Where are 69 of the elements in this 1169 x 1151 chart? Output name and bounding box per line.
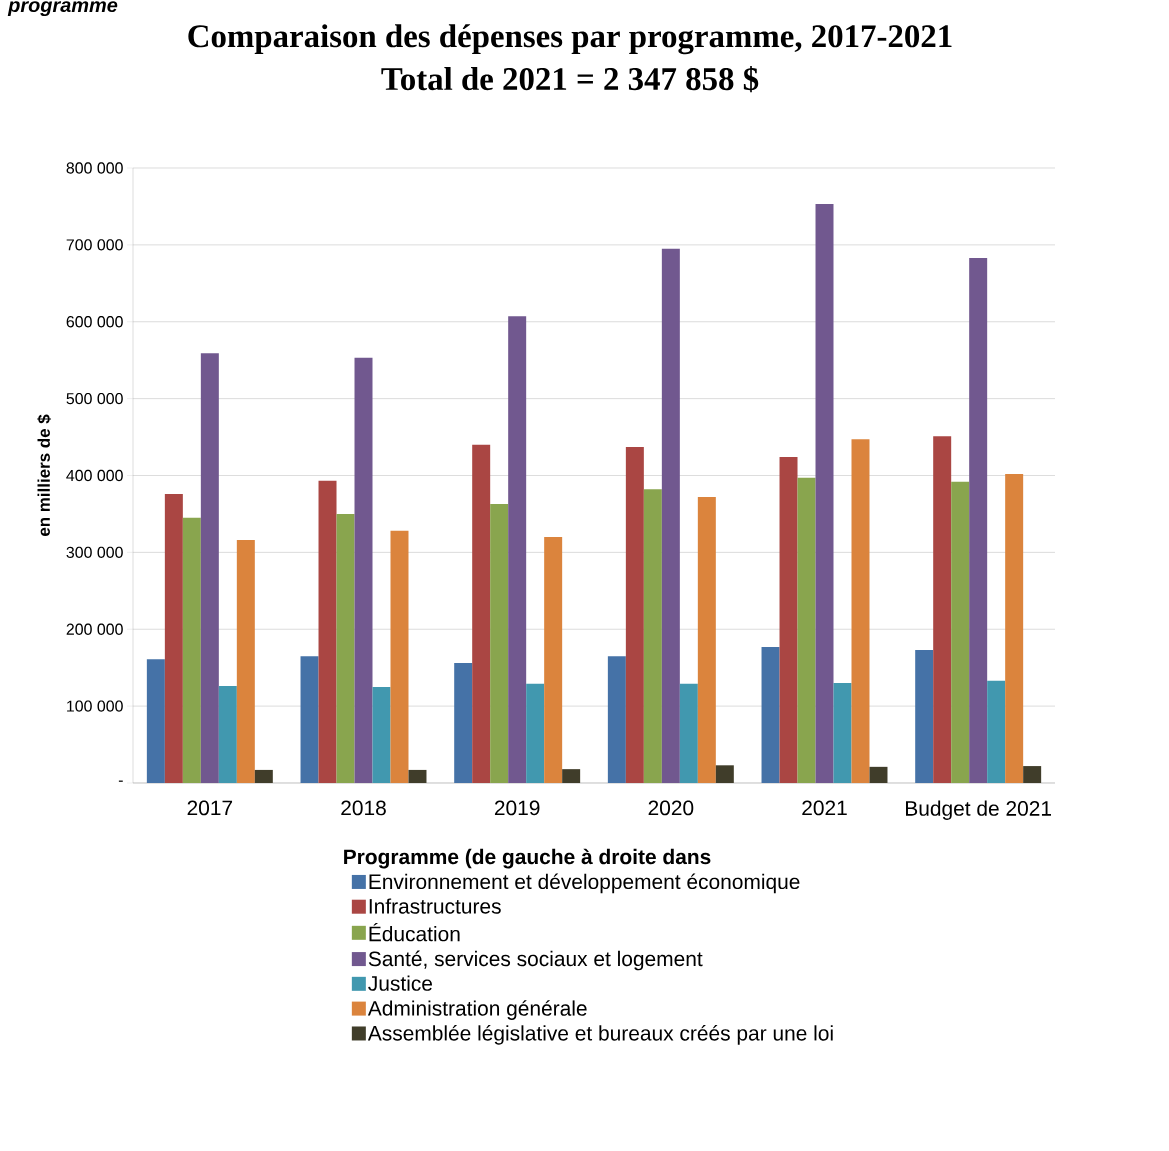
bar: [607, 656, 626, 783]
text: programme: [7, 1, 118, 17]
bar: [987, 680, 1006, 783]
bar: [933, 436, 952, 783]
chart-title: Comparaison des dépenses par programme, 2017-2021: [188, 24, 952, 55]
bar: [951, 481, 970, 783]
chart-subtitle: Total de 2021 = 2 347 858 $: [381, 66, 759, 93]
x-tick-label: 2017: [187, 800, 233, 816]
x-tick-label: 2019: [494, 800, 540, 816]
bar: [625, 447, 644, 783]
bar: [200, 353, 219, 783]
y-tick-label: 600 000: [66, 316, 123, 328]
bar: [390, 530, 409, 783]
bar: [661, 248, 680, 783]
y-axis-title: en milliers de $: [37, 414, 52, 537]
bar: [833, 683, 852, 783]
bar: [526, 683, 545, 783]
x-tick-label: Budget de 2021: [906, 800, 1051, 821]
bar: [236, 540, 255, 783]
legend-label: Administration générale: [367, 1000, 587, 1020]
bar: [472, 444, 491, 783]
bar: [218, 686, 237, 783]
legend-label: Assemblée législative et bureaux créés par une loi: [367, 1025, 833, 1045]
bar: [300, 656, 319, 783]
x-tick-label: 2020: [648, 800, 694, 816]
y-tick-label: 200 000: [66, 623, 123, 635]
bar: [146, 659, 165, 783]
bar: [679, 683, 698, 783]
legend-label: Éducation: [369, 923, 460, 942]
bar: [182, 517, 201, 783]
legend-title: Programme (de gauche à droite dans: [344, 848, 711, 869]
bar: [915, 649, 934, 783]
bar: [797, 477, 816, 783]
y-tick-label: -: [118, 780, 123, 782]
x-tick-label: 2018: [341, 800, 386, 816]
bar: [562, 769, 581, 783]
y-tick-label: 700 000: [66, 239, 123, 251]
bar: [1023, 766, 1042, 783]
bar: [318, 480, 337, 783]
bar: [508, 316, 527, 783]
bar: [544, 536, 563, 783]
bar: [815, 204, 834, 783]
bar: [1005, 473, 1024, 783]
bar: [851, 439, 870, 783]
bar: [164, 493, 183, 783]
y-tick-label: 300 000: [66, 546, 123, 559]
bar: [697, 497, 716, 783]
bar: [869, 766, 888, 783]
bar: [354, 357, 373, 783]
y-tick-label: 400 000: [66, 469, 123, 482]
legend-label: Justice: [368, 975, 433, 991]
bar: [490, 503, 509, 783]
y-tick-label: 500 000: [66, 392, 123, 405]
bar: [336, 513, 355, 783]
bar: [372, 686, 391, 783]
bar: [643, 489, 662, 783]
bar: [969, 257, 988, 783]
bar: [779, 457, 798, 783]
legend-label: Infrastructures: [369, 898, 501, 914]
legend-label: Environnement et développement économique: [369, 873, 800, 894]
bar: [254, 769, 273, 783]
y-tick-label: 800 000: [66, 162, 123, 174]
bar: [454, 663, 473, 783]
bar: [408, 769, 427, 783]
bar: [715, 765, 734, 783]
bar: [761, 646, 780, 783]
y-tick-label: 100 000: [67, 700, 123, 712]
x-tick-label: 2021: [802, 800, 847, 816]
legend-label: Santé, services sociaux et logement: [368, 950, 703, 971]
